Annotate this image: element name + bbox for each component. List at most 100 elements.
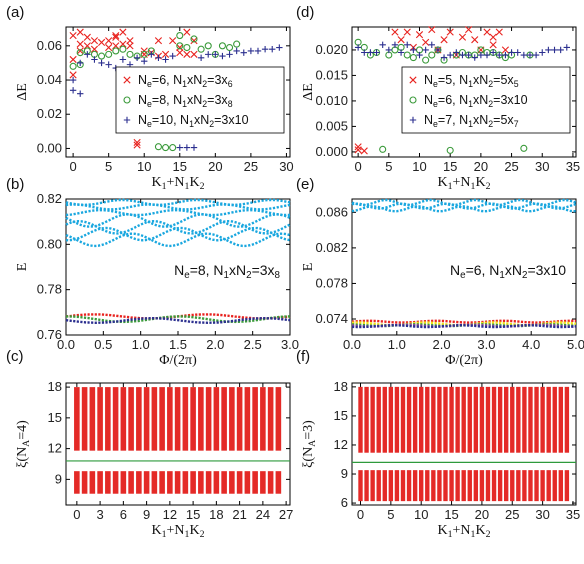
data-point-3 — [459, 51, 466, 59]
legend-label-3: Ne=7, N1xN2=5x7 — [424, 113, 519, 129]
spectrum-bar-upper — [120, 387, 127, 451]
spectrum-bar-lower — [425, 470, 430, 502]
spectrum-bar-upper — [364, 386, 369, 453]
y-tick-label: 0.04 — [37, 72, 62, 87]
spectrum-bar-lower — [504, 470, 509, 502]
spectrum-bar-lower — [364, 470, 369, 502]
plot-frame — [65, 382, 291, 506]
x-tick-label: 5 — [385, 159, 392, 174]
data-point-2 — [169, 144, 177, 152]
x-tick-label: 10 — [137, 159, 151, 174]
spectrum-bar-upper — [479, 386, 485, 453]
spectrum-bar-lower — [236, 471, 243, 494]
data-point-3 — [532, 51, 540, 59]
spectrum-bar-upper — [510, 386, 515, 453]
upper-band-curve — [65, 232, 291, 248]
x-tick-label: 1.0 — [132, 337, 150, 352]
spectrum-bar-lower — [205, 471, 212, 494]
data-point-3 — [465, 51, 472, 59]
spectrum-bar-lower — [260, 471, 266, 494]
data-point-1 — [360, 147, 368, 155]
y-tick-label: 9 — [341, 466, 348, 481]
spectrum-bar-upper — [112, 387, 119, 451]
x-tick-label: 2.5 — [244, 337, 262, 352]
x-axis-label: Φ/(2π) — [445, 353, 483, 368]
panel-a: 0 5 10 15 20 25 30 0.00 0.02 0.04 0.06 K1+N1K2 ΔE Ne=… — [15, 26, 294, 192]
spectrum-bar-lower — [552, 470, 557, 502]
data-point-3 — [428, 41, 435, 49]
spectrum-bar-upper — [467, 386, 472, 453]
x-tick-label: 27 — [279, 507, 293, 522]
y-tick-label: 0.000 — [315, 144, 348, 159]
x-tick-label: 21 — [232, 507, 246, 522]
x-tick-label: 25 — [504, 159, 518, 174]
data-point-3 — [520, 51, 528, 59]
y-axis-label: ΔE — [15, 83, 30, 101]
y-tick-label: 0.005 — [315, 118, 348, 133]
data-point-3 — [508, 49, 515, 56]
data-point-3 — [416, 51, 423, 59]
y-tick-label: 15 — [334, 408, 348, 423]
panel-c: 0 3 6 9 12 15 18 21 24 27 9 12 15 18 K1+N1K2 ξ(NA=4) — [15, 379, 293, 540]
spectrum-bar-upper — [431, 386, 436, 453]
y-tick-label: 6 — [341, 495, 348, 510]
data-point-3 — [453, 49, 460, 56]
spectrum-bar-upper — [174, 387, 181, 451]
x-tick-label: 18 — [209, 507, 223, 522]
spectrum-bar-upper — [81, 387, 88, 451]
data-point-3 — [254, 47, 262, 55]
spectrum-bar-upper — [97, 387, 103, 451]
legend-marker-3 — [123, 116, 131, 124]
panel-e: 0.0 1.0 2.0 3.0 4.0 5.0 0.074 0.078 0.082 0.086 Φ/… — [301, 198, 584, 368]
data-point-2 — [98, 52, 106, 60]
upper-band-curve — [351, 202, 577, 210]
plot-frame — [351, 382, 577, 506]
data-point-3 — [148, 51, 155, 58]
data-point-1 — [112, 42, 120, 50]
data-point-2 — [162, 144, 170, 152]
spectrum-bar-lower — [406, 470, 412, 502]
plot-frame — [351, 26, 577, 158]
spectrum-bar-lower — [522, 470, 527, 502]
y-tick-label: 0.00 — [37, 140, 62, 155]
x-tick-label: 25 — [244, 159, 258, 174]
y-tick-label: 12 — [334, 437, 348, 452]
data-point-3 — [141, 58, 148, 65]
x-tick-label: 30 — [535, 159, 549, 174]
data-point-1 — [183, 28, 191, 36]
data-point-3 — [247, 47, 255, 55]
data-point-1 — [190, 37, 198, 45]
spectrum-bar-upper — [400, 386, 406, 453]
data-point-3 — [397, 49, 405, 56]
legend-box — [401, 66, 571, 134]
spectrum-bar-upper — [376, 386, 381, 453]
data-point-1 — [119, 28, 127, 36]
data-point-1 — [133, 141, 141, 149]
data-point-2 — [154, 143, 162, 151]
spectrum-bar-lower — [358, 470, 363, 502]
data-point-1 — [133, 138, 141, 147]
data-point-2 — [126, 50, 134, 58]
y-axis-label: ξ(NA=4) — [15, 420, 32, 468]
spectrum-bar-upper — [412, 386, 418, 453]
data-point-1 — [354, 146, 362, 154]
y-axis-label: ξ(NA=3) — [301, 420, 318, 468]
x-tick-label: 15 — [443, 159, 457, 174]
data-point-1 — [69, 55, 77, 64]
y-tick-label: 12 — [48, 441, 62, 456]
data-point-3 — [422, 46, 429, 54]
data-point-1 — [76, 28, 84, 36]
data-point-1 — [440, 36, 448, 44]
y-tick-label: 18 — [334, 379, 348, 394]
data-point-2 — [226, 43, 234, 52]
upper-band-curve — [65, 209, 290, 217]
spectrum-bar-lower — [112, 471, 119, 494]
spectrum-bar-upper — [267, 387, 274, 451]
y-tick-label: 0.02 — [37, 106, 62, 121]
spectrum-bar-lower — [229, 471, 235, 494]
spectrum-bar-lower — [412, 470, 418, 502]
data-point-2 — [218, 42, 226, 50]
data-point-3 — [440, 54, 448, 61]
spectrum-bar-upper — [419, 386, 424, 453]
spectrum-bar-lower — [540, 470, 545, 502]
